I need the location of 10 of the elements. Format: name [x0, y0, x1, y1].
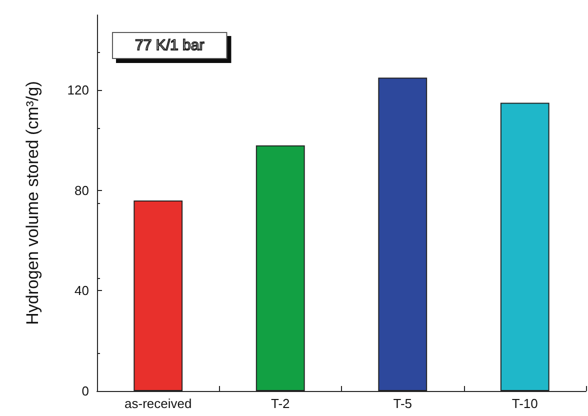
annotation: 77 K/1 bar	[135, 37, 204, 54]
x-tick-label: T-10	[512, 396, 538, 411]
x-tick-label: as-received	[124, 396, 192, 411]
x-tick-label: T-5	[393, 396, 412, 411]
x-tick-label: T-2	[270, 396, 290, 411]
y-tick-label: 0	[82, 384, 89, 398]
y-tick-label: 80	[74, 182, 89, 198]
y-tick-label: 120	[67, 82, 89, 98]
y-axis-title: Hydrogen volume stored (cm³/g)	[23, 81, 42, 325]
y-tick-label: 40	[74, 283, 89, 298]
